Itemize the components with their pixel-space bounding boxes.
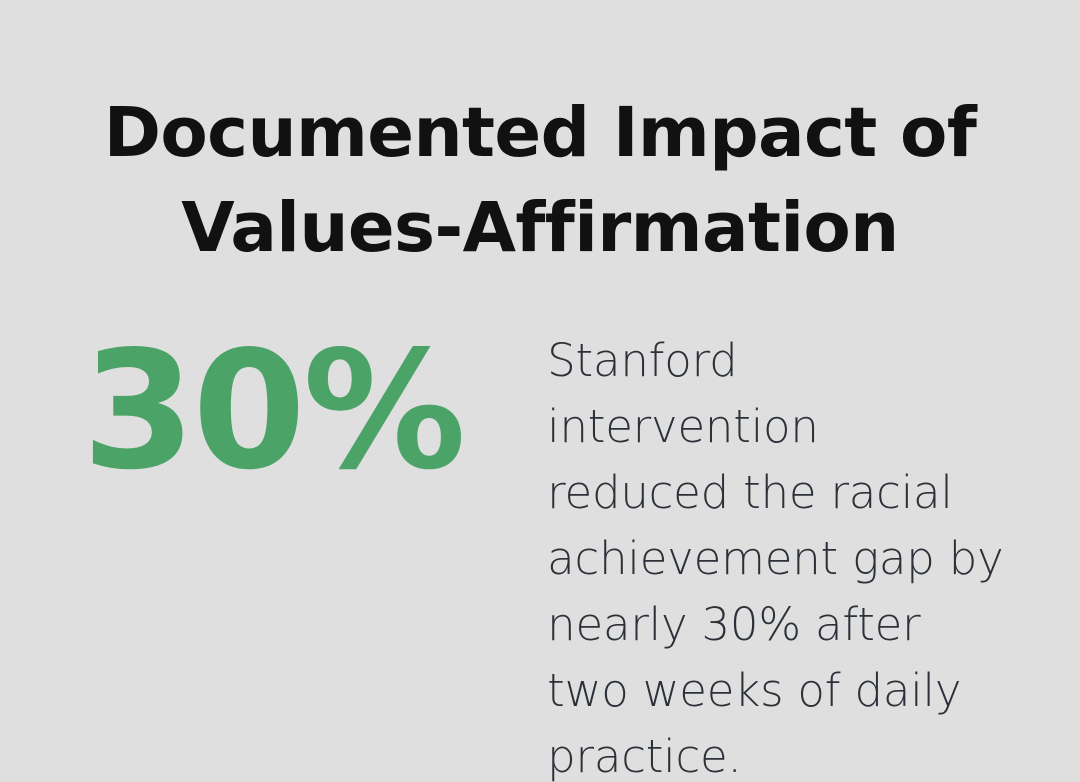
page-title: Documented Impact of Values-Affirmation [103,93,977,268]
stat-block: 30% Stanford intervention reduced the ra… [0,276,1080,782]
title-block: Documented Impact of Values-Affirmation [0,0,1080,276]
stat-description: Stanford intervention reduced the racial… [547,334,1004,782]
stat-value: 30% [82,317,466,506]
